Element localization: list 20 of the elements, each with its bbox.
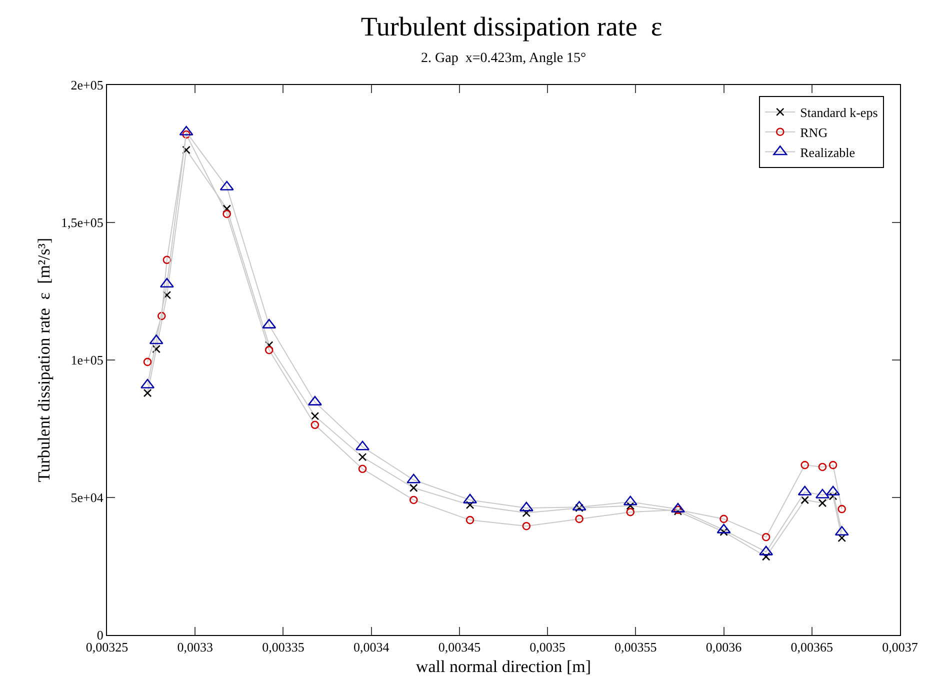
chart-subtitle: 2. Gap x=0.423m, Angle 15° (421, 51, 586, 66)
x-tick-label: 0,0035 (530, 640, 566, 655)
y-tick-label: 1e+05 (70, 352, 104, 368)
x-tick-label: 0,0037 (882, 640, 918, 655)
chart-title: Turbulent dissipation rate ε (360, 12, 662, 42)
x-tick-label: 0,00355 (614, 640, 657, 655)
x-axis-title: wall normal direction [m] (416, 657, 592, 676)
x-tick-label: 0,0036 (706, 640, 742, 655)
legend-label: RNG (800, 124, 828, 140)
y-tick-label: 2e+05 (70, 78, 104, 93)
y-tick-label: 1,5e+05 (61, 215, 104, 230)
x-tick-label: 0,0033 (177, 640, 213, 655)
x-tick-label: 0,00365 (790, 640, 834, 655)
x-tick-label: 0,00335 (262, 640, 304, 655)
y-axis-title: Turbulent dissipation rate ε [m²/s³] (34, 238, 54, 482)
x-tick-label: 0,0034 (353, 640, 390, 655)
legend-label: Standard k-eps (800, 105, 878, 120)
legend-label: Realizable (800, 144, 856, 160)
y-tick-label: 5e+04 (70, 490, 104, 506)
x-tick-label: 0,00345 (438, 640, 481, 655)
